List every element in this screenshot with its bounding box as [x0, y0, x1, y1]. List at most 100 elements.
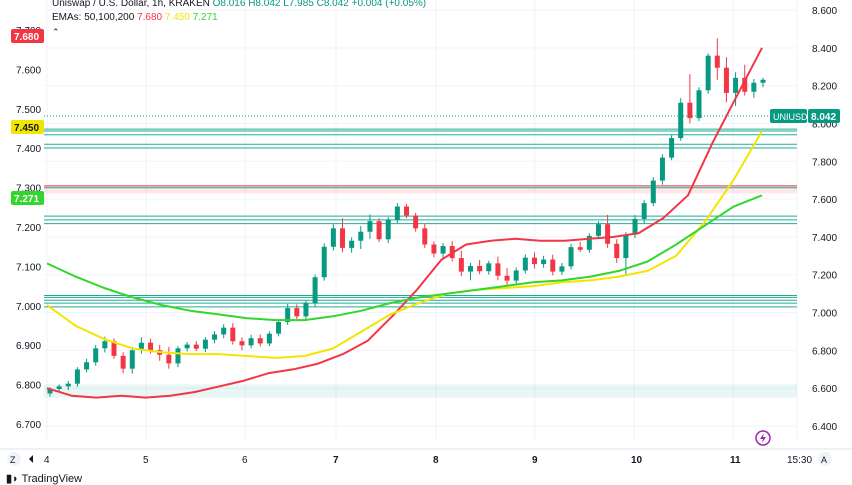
legend-ema-100-value: 7.450: [164, 12, 190, 23]
timezone-button[interactable]: [7, 452, 21, 466]
candle-body: [56, 386, 62, 389]
legend-emas-label: EMAs: 50,100,200: [52, 12, 135, 23]
last-price-value: 8.042: [811, 112, 836, 123]
ema-tag-3: [11, 191, 44, 205]
legend-title: Uniswap / U.S. Dollar, 1h, KRAKEN: [52, 0, 210, 9]
candle-body: [102, 341, 108, 349]
left-axis-tick-label: 7.300: [16, 184, 41, 195]
candle-body: [696, 90, 702, 119]
candle-body: [577, 247, 583, 250]
time-axis-tick-label: 6: [242, 455, 248, 466]
legend-row-emas: EMAs: 50,100,200 7.680 7.450 7.271: [52, 11, 426, 25]
candle-body: [330, 228, 336, 247]
candle-body: [458, 258, 464, 272]
candle-body: [742, 77, 748, 92]
legend-ema-200-value: 7.271: [192, 12, 218, 23]
candle-body: [193, 344, 199, 349]
time-axis[interactable]: 4 5 6 7 8 9 10 11 15:30: [0, 448, 852, 466]
ema-50-line: [46, 47, 763, 399]
candle-body: [586, 235, 592, 250]
auto-scale-button[interactable]: [818, 452, 832, 466]
candle-body: [559, 266, 565, 272]
candle-body: [47, 388, 53, 394]
time-axis-tick-label: 5: [143, 455, 149, 466]
time-axis-tick-label: 11: [730, 455, 741, 466]
candle-body: [93, 348, 99, 363]
legend-row-symbol: Uniswap / U.S. Dollar, 1h, KRAKEN O8.016…: [52, 0, 426, 11]
left-axis-tick-label: 6.800: [16, 381, 41, 392]
candle-body: [614, 243, 620, 259]
tradingview-logo[interactable]: ▮◗ TradingView: [6, 472, 82, 485]
candle-body: [751, 82, 757, 92]
scroll-left-icon[interactable]: [29, 455, 33, 463]
candle-body: [733, 77, 739, 93]
lightning-bolt-icon: [760, 433, 766, 443]
candle-body: [394, 206, 400, 220]
chart-legend: Uniswap / U.S. Dollar, 1h, KRAKEN O8.016…: [52, 0, 426, 39]
candle-body: [285, 308, 291, 323]
candle-body: [340, 228, 346, 248]
resistance-zone: [44, 185, 797, 194]
candle-body: [440, 246, 446, 254]
candle-body: [404, 206, 409, 216]
candle-body: [376, 221, 382, 240]
ema-tag-value: 7.271: [14, 194, 39, 205]
candle-body: [239, 341, 245, 346]
left-axis-tick-label: 7.000: [16, 302, 41, 313]
right-axis-tick-label: 8.400: [812, 44, 837, 55]
candles: [47, 38, 766, 397]
auto-scale-icon: A: [821, 455, 827, 465]
resistance-zone-band: [44, 185, 797, 194]
candle-body: [605, 224, 611, 244]
candle-body: [541, 259, 547, 265]
ema-tag-value: 7.680: [14, 32, 39, 43]
left-axis-tick-label: 7.200: [16, 223, 41, 234]
candle-body: [687, 102, 693, 119]
left-axis-tick-label: 6.700: [16, 420, 41, 431]
left-axis-tick-label: 7.600: [16, 65, 41, 76]
legend-collapse-button[interactable]: ⌃: [52, 27, 60, 37]
candle-body: [568, 247, 574, 267]
legend-ema-50-value: 7.680: [137, 12, 163, 23]
right-axis-tick-label: 8.200: [812, 82, 837, 93]
candle-body: [669, 138, 675, 158]
ema-lines: [46, 47, 763, 399]
legend-ohlc: O8.016 H8.042 L7.985 C8.042 +0.004 (+0.0…: [212, 0, 427, 9]
time-axis-tick-label: 7: [333, 455, 339, 466]
time-axis-tick-label: 4: [44, 455, 50, 466]
candle-body: [166, 354, 172, 364]
lightning-icon[interactable]: [755, 430, 771, 446]
candle-body: [486, 263, 492, 272]
right-axis-tick-label: 6.800: [812, 346, 837, 357]
tradingview-logo-icon: ▮◗: [6, 473, 19, 485]
candle-body: [138, 342, 144, 351]
candle-body: [431, 244, 437, 254]
candle-body: [65, 383, 71, 387]
right-price-axis[interactable]: 8.600 8.400 8.200 8.000 7.800 7.600 7.400 7.200…: [812, 6, 837, 433]
chart-controls[interactable]: AZ: [7, 430, 832, 466]
candle-body: [650, 180, 656, 204]
candle-body: [74, 369, 80, 384]
candle-body: [248, 338, 254, 346]
candle-body: [312, 277, 318, 304]
symbol-tag: [770, 109, 807, 123]
candle-body: [760, 79, 766, 83]
candle-body: [84, 362, 90, 370]
candle-body: [221, 327, 227, 335]
timezone-icon: Z: [10, 455, 16, 465]
candle-body: [349, 240, 355, 248]
candle-body: [257, 338, 263, 344]
candle-body: [321, 246, 327, 278]
left-axis-tick-label: 7.500: [16, 105, 41, 116]
candle-body: [303, 303, 309, 317]
right-axis-tick-label: 6.400: [812, 422, 837, 433]
candle-body: [422, 228, 428, 245]
candle-body: [550, 259, 556, 272]
left-axis-tick-label: 7.400: [16, 144, 41, 155]
candle-body: [531, 257, 537, 265]
candle-body: [477, 265, 483, 272]
candle-body: [385, 219, 391, 240]
candle-body: [632, 218, 638, 235]
right-axis-tick-label: 6.600: [812, 384, 837, 395]
